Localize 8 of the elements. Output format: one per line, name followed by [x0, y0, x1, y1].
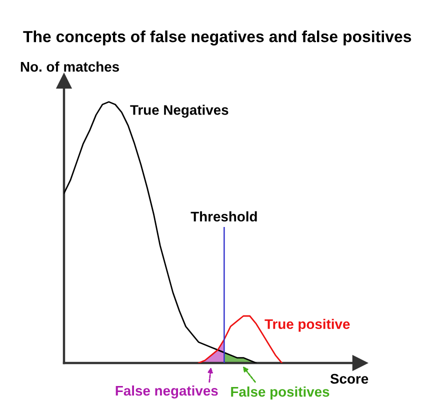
series-label: True Negatives — [130, 104, 228, 118]
series-label: True positive — [264, 318, 350, 332]
annotation: Threshold — [190, 211, 257, 222]
x-axis-title: Score — [330, 374, 368, 384]
chart-title: The concepts of false negatives and false positives — [23, 30, 412, 46]
series-label: False positives — [231, 386, 330, 400]
series-label: False negatives — [116, 385, 218, 398]
y-axis-title: No. of matches — [20, 62, 119, 72]
